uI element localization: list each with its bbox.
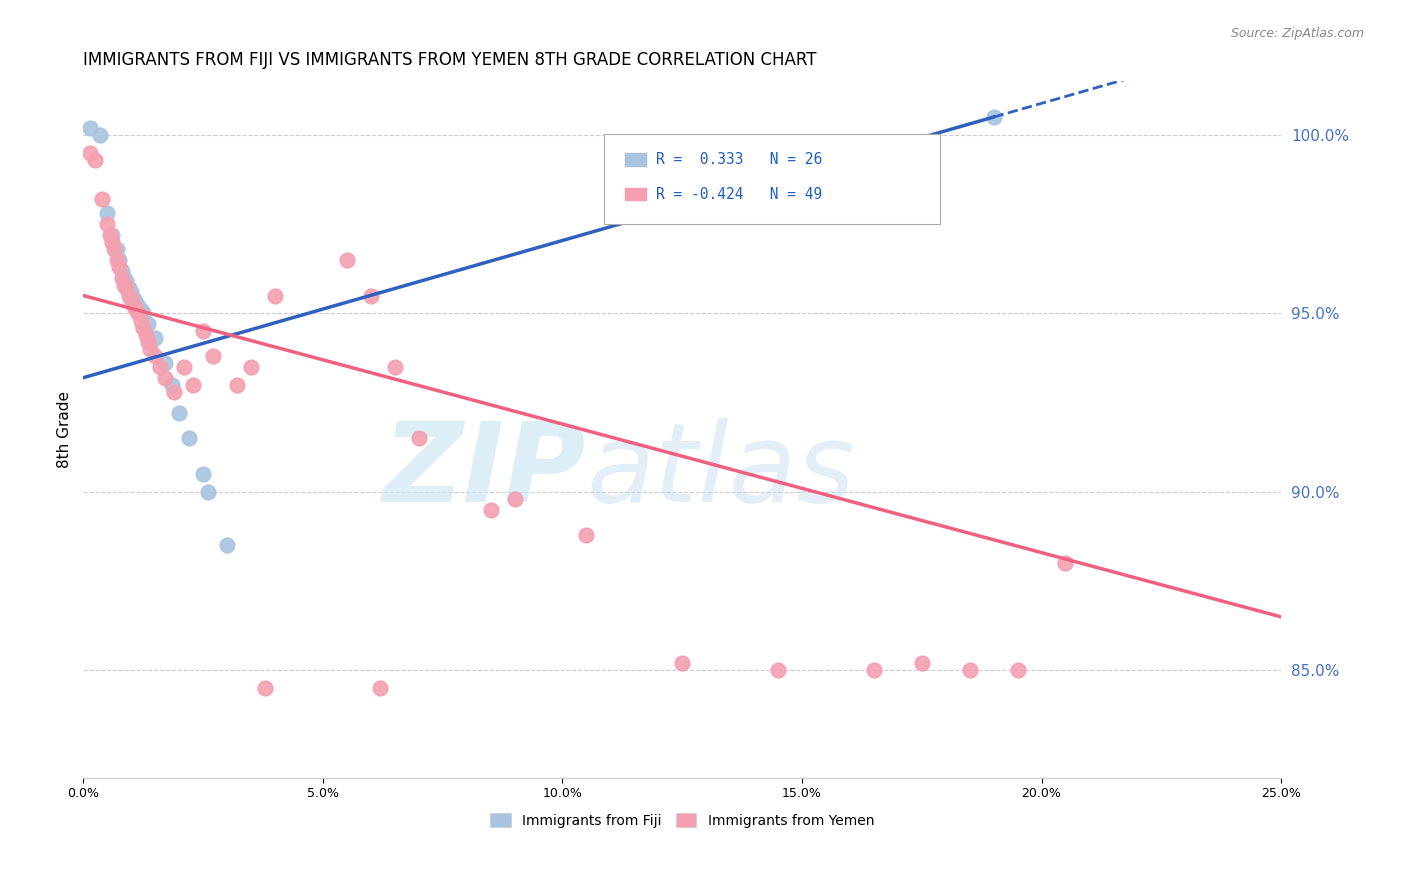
Point bbox=[115, 281, 138, 295]
Point bbox=[105, 242, 128, 256]
Point bbox=[96, 217, 118, 231]
Point bbox=[575, 528, 598, 542]
Point bbox=[671, 657, 693, 671]
Point bbox=[863, 664, 886, 678]
Point bbox=[177, 431, 200, 445]
Bar bbox=[624, 188, 647, 201]
Text: IMMIGRANTS FROM FIJI VS IMMIGRANTS FROM YEMEN 8TH GRADE CORRELATION CHART: IMMIGRANTS FROM FIJI VS IMMIGRANTS FROM … bbox=[83, 51, 817, 69]
Point bbox=[153, 356, 176, 370]
Point bbox=[191, 467, 214, 481]
Point bbox=[122, 292, 145, 306]
Point bbox=[408, 431, 430, 445]
Point bbox=[96, 206, 118, 220]
Point bbox=[153, 370, 176, 384]
Point bbox=[112, 277, 135, 292]
Point bbox=[127, 299, 149, 313]
Point bbox=[127, 306, 149, 320]
Point bbox=[384, 359, 406, 374]
Point bbox=[111, 270, 134, 285]
Text: ZIP: ZIP bbox=[382, 417, 586, 524]
Text: Source: ZipAtlas.com: Source: ZipAtlas.com bbox=[1230, 27, 1364, 40]
Point bbox=[370, 681, 392, 696]
Point bbox=[167, 406, 190, 420]
Point bbox=[173, 359, 195, 374]
Point bbox=[89, 128, 111, 142]
Point bbox=[111, 263, 134, 277]
Point bbox=[264, 288, 287, 302]
Point bbox=[132, 306, 155, 320]
Point bbox=[122, 299, 145, 313]
Point bbox=[132, 320, 155, 334]
Point bbox=[120, 292, 142, 306]
Point bbox=[1054, 557, 1077, 571]
FancyBboxPatch shape bbox=[605, 134, 939, 224]
Y-axis label: 8th Grade: 8th Grade bbox=[58, 391, 72, 468]
Bar bbox=[624, 153, 647, 166]
Point bbox=[503, 491, 526, 506]
Point bbox=[160, 377, 183, 392]
Point bbox=[84, 153, 107, 167]
Point bbox=[143, 331, 166, 345]
Point bbox=[79, 145, 101, 160]
Point bbox=[98, 227, 121, 242]
Point bbox=[120, 285, 142, 299]
Point bbox=[91, 192, 114, 206]
Point bbox=[118, 281, 141, 295]
Point bbox=[479, 502, 502, 516]
Point bbox=[129, 313, 152, 327]
Point bbox=[183, 377, 205, 392]
Point bbox=[129, 302, 152, 317]
Point bbox=[101, 235, 124, 249]
Point bbox=[135, 327, 157, 342]
Point bbox=[215, 539, 238, 553]
Point bbox=[766, 664, 789, 678]
Point bbox=[201, 349, 224, 363]
Point bbox=[360, 288, 382, 302]
Point bbox=[103, 242, 125, 256]
Point bbox=[191, 324, 214, 338]
Point bbox=[163, 384, 186, 399]
Text: R =  0.333   N = 26: R = 0.333 N = 26 bbox=[655, 152, 823, 167]
Text: R = -0.424   N = 49: R = -0.424 N = 49 bbox=[655, 186, 823, 202]
Point bbox=[105, 252, 128, 267]
Point bbox=[79, 120, 101, 135]
Point bbox=[240, 359, 263, 374]
Point bbox=[197, 484, 219, 499]
Point bbox=[118, 288, 141, 302]
Point bbox=[108, 260, 131, 274]
Point bbox=[136, 334, 159, 349]
Point bbox=[225, 377, 247, 392]
Point bbox=[125, 302, 148, 317]
Point bbox=[336, 252, 359, 267]
Point bbox=[112, 270, 135, 285]
Point bbox=[115, 274, 138, 288]
Point bbox=[959, 664, 981, 678]
Point bbox=[149, 359, 172, 374]
Point bbox=[143, 349, 166, 363]
Point bbox=[983, 110, 1005, 124]
Point bbox=[139, 342, 162, 356]
Point bbox=[911, 657, 934, 671]
Point bbox=[254, 681, 277, 696]
Legend: Immigrants from Fiji, Immigrants from Yemen: Immigrants from Fiji, Immigrants from Ye… bbox=[485, 807, 880, 833]
Point bbox=[1007, 664, 1029, 678]
Point bbox=[101, 227, 124, 242]
Text: atlas: atlas bbox=[586, 417, 855, 524]
Point bbox=[125, 295, 148, 310]
Point bbox=[108, 252, 131, 267]
Point bbox=[136, 317, 159, 331]
